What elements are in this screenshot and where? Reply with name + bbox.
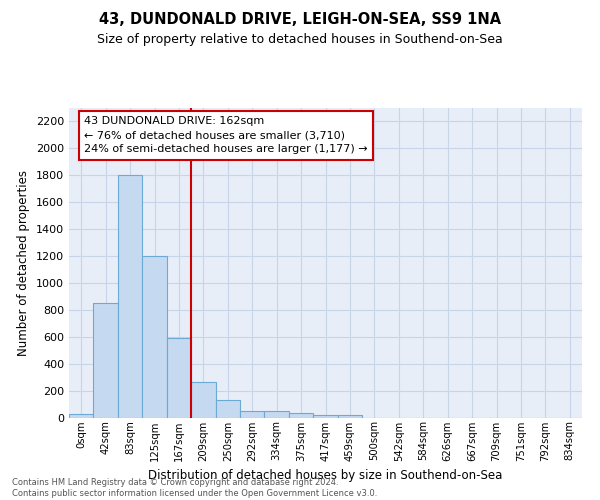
Text: 43 DUNDONALD DRIVE: 162sqm
← 76% of detached houses are smaller (3,710)
24% of s: 43 DUNDONALD DRIVE: 162sqm ← 76% of deta… (84, 116, 368, 154)
Bar (191, 382, 215, 418)
X-axis label: Distribution of detached houses by size in Southend-on-Sea: Distribution of detached houses by size … (148, 469, 503, 482)
Text: Size of property relative to detached houses in Southend-on-Sea: Size of property relative to detached ho… (97, 32, 503, 46)
Bar (313, 414, 338, 418)
Bar (69, 414, 94, 418)
Text: 43, DUNDONALD DRIVE, LEIGH-ON-SEA, SS9 1NA: 43, DUNDONALD DRIVE, LEIGH-ON-SEA, SS9 1… (99, 12, 501, 28)
Bar (167, 338, 191, 417)
Bar (118, 175, 142, 418)
Y-axis label: Number of detached properties: Number of detached properties (17, 170, 31, 356)
Bar (265, 412, 289, 418)
Bar (215, 400, 240, 417)
Bar (142, 256, 167, 418)
Bar (338, 416, 362, 418)
Bar (289, 414, 313, 418)
Bar (94, 303, 118, 418)
Bar (240, 412, 265, 418)
Text: Contains HM Land Registry data © Crown copyright and database right 2024.
Contai: Contains HM Land Registry data © Crown c… (12, 478, 377, 498)
